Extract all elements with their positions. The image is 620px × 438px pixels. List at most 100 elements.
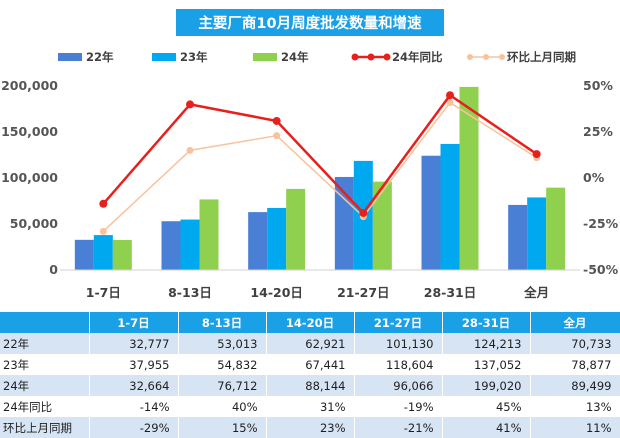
bar	[180, 219, 200, 270]
x-axis-label: 全月	[523, 285, 549, 300]
legend: 22年 23年 24年 24年同比 环比上月同期	[58, 50, 576, 64]
table-header-cell: 8-13日	[178, 312, 267, 333]
bar	[161, 221, 181, 270]
table-row: 环比上月同期 -29% 15% 23% -21% 41% 11%	[0, 417, 620, 438]
right-axis-ticks: -50% -25% 0% 25% 50%	[583, 78, 619, 277]
legend-swatch	[253, 53, 277, 61]
legend-label: 环比上月同期	[507, 50, 576, 64]
legend-swatch	[152, 53, 176, 61]
bar	[112, 239, 132, 270]
legend-label: 22年	[86, 50, 114, 64]
legend-marker	[483, 54, 489, 60]
table-cell: 41%	[442, 417, 531, 438]
bar	[459, 86, 479, 270]
table-header-cell: 21-27日	[354, 312, 443, 333]
line-point	[186, 146, 194, 154]
x-axis-label: 21-27日	[337, 285, 389, 300]
table-header-cell: 1-7日	[89, 312, 179, 333]
table-cell: 124,213	[442, 333, 531, 354]
table-cell: 11%	[530, 417, 620, 438]
chart-title-group: 主要厂商10月周度批发数量和增速	[176, 9, 444, 36]
left-axis-tick-label: 150,000	[1, 124, 58, 139]
table-row-label: 23年	[0, 354, 90, 375]
x-axis-label: 14-20日	[250, 285, 302, 300]
table-row: 24年 32,664 76,712 88,144 96,066 199,020 …	[0, 375, 620, 396]
bar	[93, 235, 113, 270]
table-cell: 37,955	[89, 354, 179, 375]
table-cell: -21%	[354, 417, 443, 438]
table-cell: 15%	[178, 417, 267, 438]
legend-marker	[467, 54, 473, 60]
left-axis-ticks: 0 50,000 100,000 150,000 200,000	[1, 78, 58, 277]
bar	[334, 176, 354, 270]
bars	[74, 86, 566, 270]
table-cell: 32,777	[89, 333, 179, 354]
right-axis-tick-label: -25%	[583, 216, 619, 231]
series-line	[102, 93, 538, 215]
chart: 主要厂商10月周度批发数量和增速 22年 23年 24年 24年同比 环比上月同期 0 5…	[1, 9, 619, 300]
table-cell: 78,877	[530, 354, 620, 375]
table-cell: 101,130	[354, 333, 443, 354]
bar	[286, 188, 306, 270]
legend-swatch	[58, 53, 82, 61]
chart-title-background	[176, 9, 444, 36]
table-cell: 53,013	[178, 333, 267, 354]
x-axis-label: 1-7日	[86, 285, 121, 300]
left-axis-tick-label: 50,000	[10, 216, 59, 231]
line-point	[359, 208, 368, 217]
line-point	[99, 199, 108, 208]
chart-title: 主要厂商10月周度批发数量和增速	[198, 14, 422, 32]
table-row-label: 24年	[0, 375, 90, 396]
table-row-label: 22年	[0, 333, 90, 354]
table-row-label: 24年同比	[0, 396, 90, 417]
table-row-label: 环比上月同期	[0, 417, 90, 438]
line-point	[446, 91, 454, 100]
table-header-cell	[0, 312, 90, 333]
table-header-row: 1-7日 8-13日 14-20日 21-27日 28-31日 全月	[0, 312, 620, 333]
table-cell: 118,604	[354, 354, 443, 375]
bar	[267, 207, 287, 270]
lines	[99, 91, 541, 235]
legend-marker	[351, 53, 359, 61]
table-cell: 88,144	[266, 375, 355, 396]
line-point	[186, 100, 194, 109]
table-cell: -29%	[89, 417, 179, 438]
line-point	[99, 227, 107, 235]
legend-marker	[367, 53, 375, 61]
bar	[546, 187, 566, 270]
right-axis-tick-label: 25%	[583, 124, 613, 139]
data-table: 1-7日 8-13日 14-20日 21-27日 28-31日 全月 22年 3…	[0, 312, 620, 438]
table-cell: 13%	[530, 396, 620, 417]
table-cell: 70,733	[530, 333, 620, 354]
bar	[74, 239, 94, 270]
x-axis-label: 8-13日	[168, 285, 212, 300]
table-cell: 23%	[266, 417, 355, 438]
table-cell: 40%	[178, 396, 267, 417]
table-cell: 96,066	[354, 375, 443, 396]
legend-label: 24年同比	[392, 50, 443, 64]
table-cell: 199,020	[442, 375, 531, 396]
table-row: 23年 37,955 54,832 67,441 118,604 137,052…	[0, 354, 620, 375]
bar	[248, 212, 268, 270]
table-header-cell: 全月	[530, 312, 620, 333]
table-cell: 62,921	[266, 333, 355, 354]
table-cell: 137,052	[442, 354, 531, 375]
bar	[440, 143, 460, 270]
bar	[527, 197, 547, 270]
bar	[372, 181, 392, 270]
table-cell: 31%	[266, 396, 355, 417]
line-point	[272, 116, 281, 125]
right-axis-tick-label: -50%	[583, 262, 619, 277]
bar	[421, 155, 441, 270]
left-axis-tick-label: 100,000	[1, 170, 58, 185]
x-axis-label: 28-31日	[424, 285, 476, 300]
table-row: 24年同比 -14% 40% 31% -19% 45% 13%	[0, 396, 620, 417]
table-header-cell: 28-31日	[442, 312, 531, 333]
line-point	[446, 99, 454, 107]
legend-label: 23年	[180, 50, 208, 64]
left-axis-tick-label: 200,000	[1, 78, 58, 93]
table-cell: -19%	[354, 396, 443, 417]
table-cell: 54,832	[178, 354, 267, 375]
legend-marker	[499, 54, 505, 60]
table-row: 22年 32,777 53,013 62,921 101,130 124,213…	[0, 333, 620, 354]
